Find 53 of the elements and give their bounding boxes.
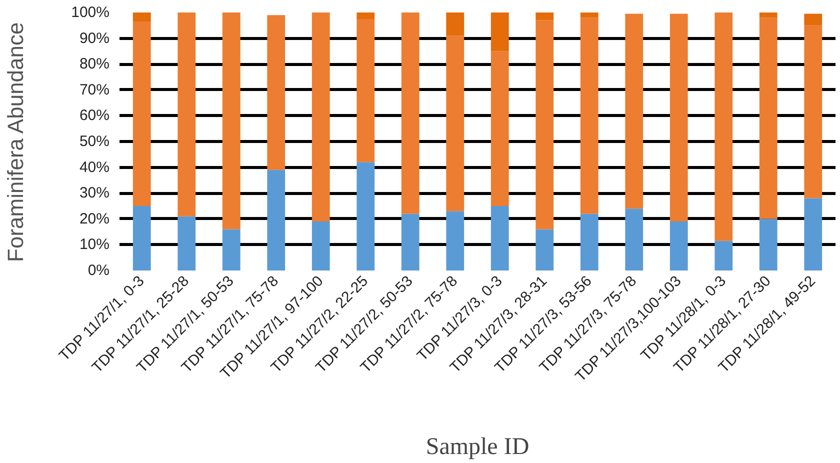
bar [714,240,733,270]
bar [132,22,151,206]
bar [401,214,420,270]
bar [580,18,598,214]
bar [536,229,554,270]
bar [490,206,509,270]
bar [132,12,151,22]
bar [759,12,778,18]
bar [714,12,733,241]
bar [356,12,375,19]
bar [490,51,509,206]
bar [670,14,688,222]
bar [222,229,240,270]
bar [446,12,464,36]
bar [401,12,420,214]
bar [132,206,151,270]
y-tick-label: 20% [79,210,110,228]
bar [312,12,330,222]
y-tick-label: 60% [79,107,110,124]
bar [804,25,822,198]
bar [580,12,598,18]
bar [356,18,375,162]
bar [222,12,240,230]
bar [804,14,822,26]
bar [178,216,196,270]
bar [446,36,464,212]
bar [804,198,822,270]
y-tick-label: 40% [79,158,110,176]
bar [536,20,554,230]
y-tick-label: 100% [71,4,110,21]
y-tick-label: 80% [79,56,110,73]
bar [625,208,644,270]
bar [759,218,778,270]
y-tick-label: 90% [79,30,110,47]
bar [446,211,464,270]
bar [178,12,196,216]
y-tick-label: 50% [79,133,110,150]
y-axis-title: Foraminifera Abundance [3,22,28,262]
bar [625,14,644,209]
x-axis-title: Sample ID [426,434,530,460]
y-tick-label: 10% [79,236,110,254]
y-tick-label: 30% [79,184,110,202]
bar [356,162,375,270]
bar [670,221,688,270]
bar [536,12,554,20]
bar [490,12,509,52]
y-tick-label: 70% [79,81,110,98]
bar [580,214,598,270]
bar [759,18,778,219]
bar [312,221,330,270]
y-tick-label: 0% [88,262,110,279]
bar [267,15,286,170]
bar [267,170,286,270]
